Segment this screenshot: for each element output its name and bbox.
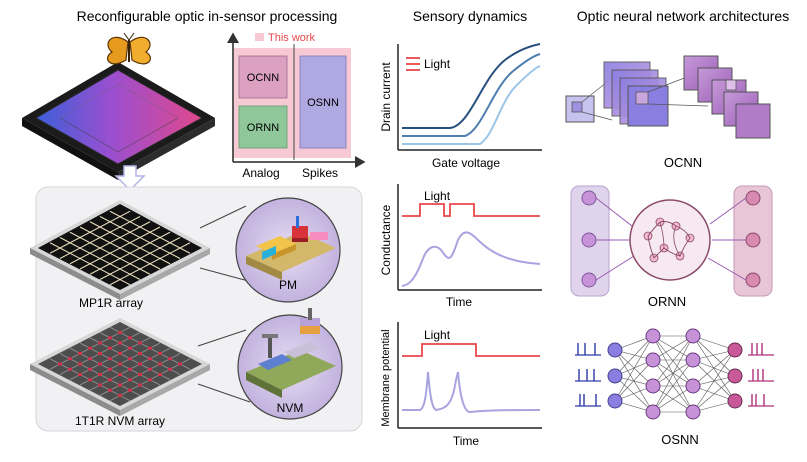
spike-trace [402, 371, 541, 414]
plot1-legend: Light [424, 57, 451, 71]
heading-left: Reconfigurable optic in-sensor processin… [77, 8, 338, 24]
light-step-trace [402, 343, 540, 357]
box-ornn [238, 105, 288, 149]
plot2-stimulus: Light [424, 189, 451, 203]
legend-swatch [255, 33, 264, 41]
plot1-ylabel: Drain current [379, 62, 393, 132]
legend-this-work: This work [268, 32, 316, 44]
plot3-ylabel: Membrane potential [380, 329, 392, 426]
plot2-ylabel: Conductance [379, 204, 393, 275]
pm-label: PM [279, 278, 297, 292]
down-arrow-icon [114, 165, 146, 192]
box-ocnn [238, 55, 288, 99]
curve-mid [402, 53, 541, 137]
heading-middle: Sensory dynamics [413, 8, 527, 24]
box-ocnn-label: OCNN [247, 72, 279, 84]
plot-conductance: Light Conductance Time [379, 184, 542, 309]
butterfly-icon [107, 32, 151, 65]
plot-membrane-potential: Light Membrane potential Time [380, 322, 542, 448]
ocnn-diagram [565, 55, 771, 139]
light-pulse-trace [402, 203, 540, 217]
nvm-device-lens: NVM [197, 308, 343, 420]
conductance-trace [401, 231, 541, 287]
box-ornn-label: ORNN [247, 122, 279, 134]
ocnn-label: OCNN [664, 155, 702, 170]
plot3-xlabel: Time [453, 434, 480, 448]
plot-drain-current: Light Drain current Gate voltage [379, 43, 542, 170]
x-label-spikes: Spikes [302, 166, 338, 180]
nvm-array-label: 1T1R NVM array [75, 414, 165, 428]
mp1r-label: MP1R array [79, 296, 143, 310]
curve-dark [402, 43, 541, 129]
ornn-label: ORNN [648, 294, 686, 309]
x-label-analog: Analog [242, 166, 279, 180]
plot1-xlabel: Gate voltage [432, 156, 500, 170]
heading-right: Optic neural network architectures [577, 8, 789, 24]
ornn-diagram [570, 185, 773, 297]
curve-light [402, 65, 541, 145]
box-osnn [299, 55, 347, 149]
plot3-stimulus: Light [424, 328, 451, 342]
box-osnn-label: OSNN [307, 97, 339, 109]
plot2-xlabel: Time [446, 295, 473, 309]
pm-device-lens: PM [199, 197, 341, 303]
osnn-label: OSNN [661, 432, 699, 447]
nvm-device-label: NVM [277, 401, 304, 415]
nvm-array [30, 318, 210, 416]
osnn-diagram [575, 328, 774, 420]
classification-quadrant: This work OCNN ORNN OSNN Analog Spikes [227, 32, 366, 180]
mp1r-array [30, 200, 210, 300]
sensor-chip [22, 62, 215, 180]
